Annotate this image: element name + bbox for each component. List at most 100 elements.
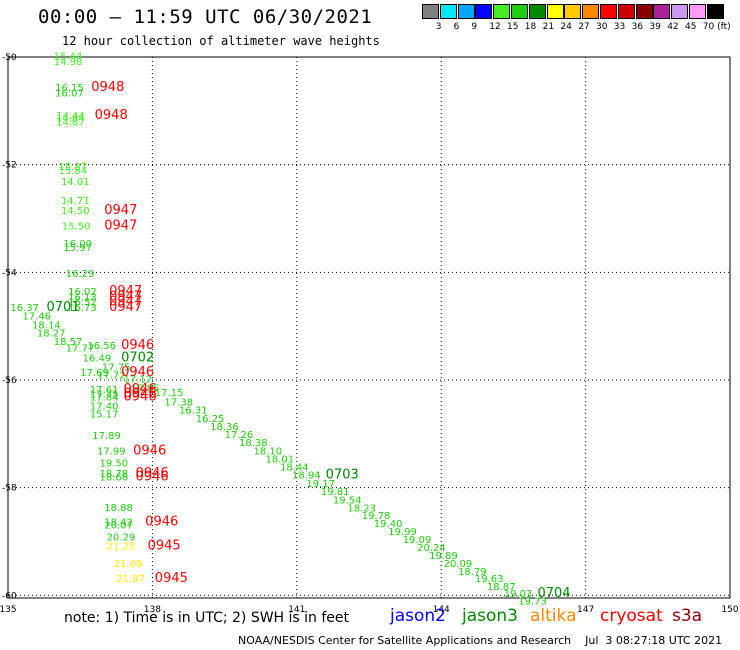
colorbar-swatch — [511, 4, 528, 19]
colorbar-swatch — [617, 4, 635, 19]
wave-height-label: 16.49 — [83, 354, 112, 365]
pass-time-label: 0702 — [121, 351, 154, 366]
colorbar-label: 12 — [489, 22, 501, 32]
wave-height-label: 16.37 — [10, 303, 39, 314]
colorbar-swatch — [671, 4, 689, 19]
wave-height-label: 14.84 — [56, 114, 85, 125]
pass-time-label: 0946 — [136, 470, 169, 485]
wave-height-label: 18.38 — [239, 438, 268, 449]
wave-height-label: 17.99 — [97, 446, 126, 457]
pass-time-label: 0947 — [109, 289, 142, 304]
colorbar-label: 3 — [435, 22, 442, 32]
x-tick-label: 150 — [721, 605, 738, 615]
wave-height-label: 16.56 — [87, 341, 116, 352]
wave-height-label: 15.87 — [59, 162, 88, 173]
wave-height-label: 19.40 — [374, 519, 403, 530]
wave-height-label: 17.89 — [92, 431, 121, 442]
pass-time-label: 0947 — [109, 295, 142, 310]
wave-height-label: 18.27 — [37, 328, 66, 339]
wave-height-label: 14.98 — [54, 57, 83, 68]
pass-time-label: 0946 — [124, 387, 157, 402]
wave-height-label: 18.23 — [347, 503, 376, 514]
wave-height-label: 17.85 — [131, 383, 160, 394]
colorbar-swatch — [653, 4, 671, 19]
satellite-legend-jason2: jason2 — [390, 606, 446, 626]
wave-height-label: 17.15 — [155, 388, 184, 399]
wave-height-label: 14.50 — [61, 206, 90, 217]
wave-height-label: 16.13 — [68, 292, 97, 303]
colorbar-label: 21 — [542, 22, 555, 32]
colorbar-label: 9 — [471, 22, 478, 32]
wave-height-label: 18.87 — [487, 582, 516, 593]
wave-height-label: 18.88 — [104, 503, 133, 514]
wave-height-label: 21.09 — [114, 559, 143, 570]
wave-height-label: 16.31 — [179, 405, 208, 416]
wave-height-label: 18.94 — [292, 470, 321, 481]
wave-height-label: 17.26 — [225, 430, 254, 441]
x-tick-label: 135 — [0, 605, 17, 615]
wave-height-label: 19.99 — [388, 527, 417, 538]
plot-frame — [7, 56, 731, 599]
wave-height-label: 18.10 — [253, 446, 282, 457]
satellite-legend-s3a: s3a — [672, 606, 703, 626]
colorbar-swatch — [600, 4, 617, 19]
map-subtitle: 12 hour collection of altimeter wave hei… — [62, 34, 380, 48]
wave-height-label: 15.50 — [62, 221, 91, 232]
wave-height-label: 20.09 — [444, 559, 473, 570]
wave-height-label: 17.38 — [164, 397, 193, 408]
wave-height-label: 16.02 — [68, 287, 97, 298]
x-tick-label: 147 — [577, 605, 594, 615]
wave-height-label: 18.14 — [32, 320, 61, 331]
colorbar-label: 6 — [453, 22, 460, 32]
colorbar-label: 39 — [649, 22, 661, 32]
wave-height-label: 16.00 — [63, 239, 92, 250]
colorbar-swatch — [475, 4, 493, 19]
satellite-legend-cryosat: cryosat — [600, 606, 663, 626]
pass-time-label: 0947 — [109, 284, 142, 299]
wave-height-label: 19.03 — [504, 589, 533, 600]
wave-height-label: 18.78 — [99, 469, 128, 480]
wave-height-label: 17.69 — [80, 368, 109, 379]
wave-height-label: 15.84 — [59, 166, 88, 177]
wave-height-label: 17.61 — [90, 385, 119, 396]
pass-time-label: 0947 — [104, 218, 137, 233]
pass-time-label: 0946 — [133, 443, 166, 458]
wave-height-label: 18.79 — [458, 567, 487, 578]
wave-height-label: 16.73 — [68, 303, 97, 314]
colorbar-label: 27 — [578, 22, 590, 32]
wave-height-label: 18.36 — [210, 422, 239, 433]
wave-height-label: 17.84 — [90, 392, 119, 403]
colorbar-swatch — [439, 4, 457, 19]
pass-time-label: 0948 — [95, 108, 128, 123]
colorbar-label: 30 — [596, 22, 608, 32]
wave-height-label: 19.54 — [333, 495, 362, 506]
wave-height-label: 21.87 — [116, 574, 145, 585]
pass-time-label: 0946 — [145, 514, 178, 529]
colorbar-label: 18 — [524, 22, 537, 32]
wave-height-label: 14.01 — [61, 177, 90, 188]
y-tick-label: -52 — [2, 161, 17, 171]
colorbar-label: 24 — [560, 22, 572, 32]
wave-height-label: 17.77 — [66, 343, 95, 354]
colorbar-label: 70 (ft) — [702, 22, 731, 32]
pass-time-label: 0945 — [148, 539, 181, 554]
wave-height-label: 18.44 — [280, 462, 309, 473]
map-title: 00:00 – 11:59 UTC 06/30/2021 — [38, 6, 373, 28]
colorbar-label: 45 — [685, 22, 697, 32]
wave-height-label: 14.44 — [56, 111, 85, 122]
colorbar-swatch — [635, 4, 653, 19]
pass-time-label: 0704 — [537, 586, 570, 601]
satellite-legend-jason3: jason3 — [462, 606, 518, 626]
credit-line: NOAA/NESDIS Center for Satellite Applica… — [238, 634, 723, 647]
pass-time-label: 0948 — [91, 80, 124, 95]
wave-height-label: 19.17 — [306, 479, 335, 490]
wave-height-label: 18.01 — [266, 454, 295, 465]
wave-height-label: 18.57 — [54, 337, 83, 348]
pass-time-label: 0945 — [155, 571, 188, 586]
colorbar-swatch — [564, 4, 582, 19]
y-tick-label: -60 — [2, 591, 17, 601]
colorbar-label: 33 — [613, 22, 626, 32]
x-tick-label: 141 — [288, 605, 305, 615]
wave-height-label: 16.15 — [55, 83, 84, 94]
